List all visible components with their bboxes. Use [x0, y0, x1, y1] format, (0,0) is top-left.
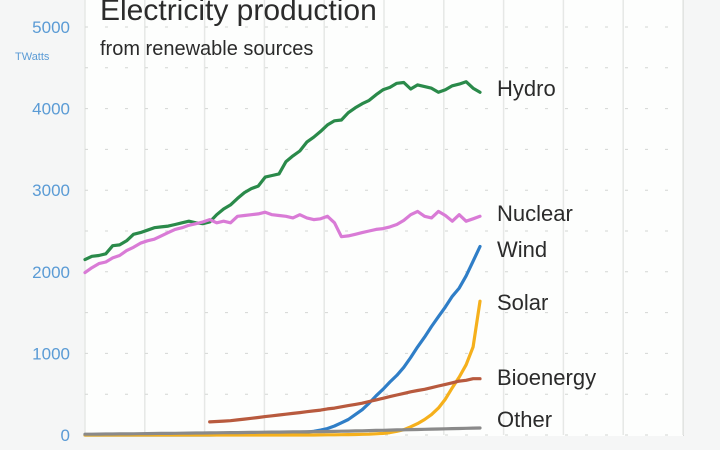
y-axis: 0 1000 2000 3000 4000 5000 [32, 18, 70, 445]
y-axis-unit-label: TWatts [15, 51, 50, 63]
series-label-hydro: Hydro [497, 76, 556, 101]
y-tick-label: 2000 [32, 263, 70, 282]
series-line-hydro [83, 80, 482, 262]
series-line-nuclear [83, 209, 482, 275]
chart-title: Electricity production [100, 0, 377, 27]
series-label-bioenergy: Bioenergy [497, 365, 596, 390]
series-labels: Hydro Nuclear Wind Solar Bioenergy Other [497, 76, 596, 432]
series-line-other [83, 426, 482, 436]
series-label-solar: Solar [497, 290, 548, 315]
chart-subtitle: from renewable sources [100, 38, 313, 60]
y-tick-label: 3000 [32, 181, 70, 200]
series-label-nuclear: Nuclear [497, 201, 573, 226]
series-group [83, 80, 482, 437]
series-label-wind: Wind [497, 237, 547, 262]
y-tick-label: 5000 [32, 18, 70, 37]
grid [84, 0, 684, 436]
y-tick-label: 1000 [32, 344, 70, 363]
y-tick-label: 0 [61, 426, 70, 445]
y-tick-label: 4000 [32, 100, 70, 119]
series-label-other: Other [497, 407, 552, 432]
series-line-bioenergy [208, 377, 482, 424]
